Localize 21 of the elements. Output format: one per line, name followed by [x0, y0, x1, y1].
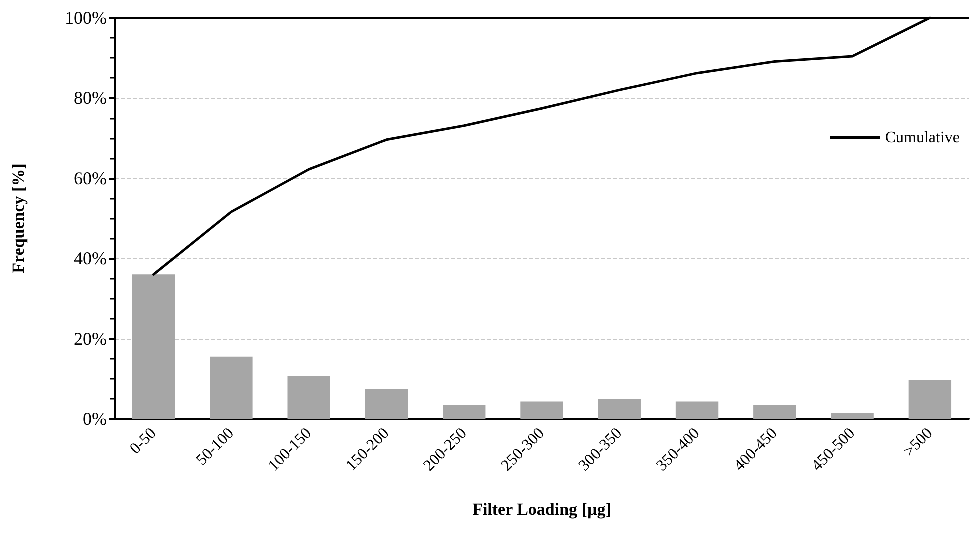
bar: [598, 399, 641, 419]
bar: [132, 274, 176, 419]
bar: [365, 389, 408, 419]
y-tick-label: 0%: [83, 409, 107, 429]
y-tick-label: 100%: [65, 8, 107, 28]
x-axis-title: Filter Loading [µg]: [472, 500, 612, 519]
x-tick-label: 0-50: [127, 424, 160, 458]
bar: [676, 402, 719, 419]
y-tick-label: 40%: [74, 248, 107, 269]
y-tick-label: 20%: [74, 328, 107, 349]
legend-label: Cumulative: [885, 130, 960, 146]
bar: [288, 376, 330, 419]
bar: [908, 380, 952, 419]
bar: [520, 402, 564, 419]
bar: [443, 404, 486, 419]
y-tick-label: 60%: [74, 168, 107, 188]
y-axis-title: Frequency [%]: [9, 164, 28, 274]
y-tick-label: 80%: [74, 88, 107, 108]
bar: [754, 404, 796, 419]
bar: [210, 356, 253, 419]
bar: [831, 413, 874, 419]
